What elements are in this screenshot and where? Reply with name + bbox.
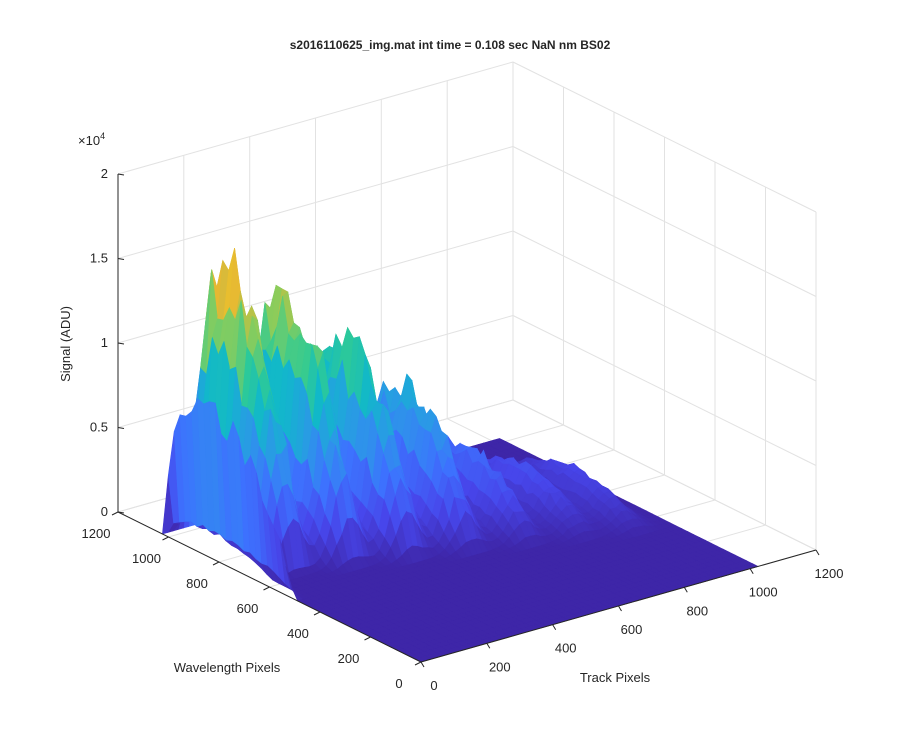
surface-mesh xyxy=(162,248,759,663)
z-tick-label: 0 xyxy=(101,504,108,519)
x-tick-mark xyxy=(618,605,622,612)
x-tick-label: 800 xyxy=(686,603,708,618)
z-exponent-multiplier: ×104 xyxy=(78,131,105,148)
side-wall-grid-line xyxy=(512,230,817,382)
y-tick-label: 1000 xyxy=(132,551,161,566)
z-tick-label: 1 xyxy=(101,335,108,350)
z-tick-label: 0.5 xyxy=(90,420,108,435)
y-tick-mark xyxy=(263,586,270,591)
x-tick-mark xyxy=(749,568,754,574)
chart-title: s2016110625_img.mat int time = 0.108 sec… xyxy=(290,38,611,52)
x-tick-mark xyxy=(420,661,425,668)
side-wall-grid-line xyxy=(512,61,817,213)
z-tick-label: 2 xyxy=(101,166,108,181)
y-tick-label: 1200 xyxy=(82,526,111,541)
z-tick-mark xyxy=(117,511,125,514)
x-tick-label: 600 xyxy=(621,622,643,637)
x-tick-label: 1200 xyxy=(815,566,844,581)
z-tick-mark xyxy=(117,427,125,429)
x-tick-mark xyxy=(552,624,557,630)
side-wall-grid-line xyxy=(512,146,817,297)
y-tick-mark xyxy=(162,536,169,541)
y-tick-mark xyxy=(111,511,119,516)
back-wall-grid-line xyxy=(117,230,514,344)
y-tick-label: 200 xyxy=(338,651,360,666)
z-tick-mark xyxy=(117,342,125,345)
x-axis-label: Track Pixels xyxy=(580,670,651,685)
z-exponent-text: 4 xyxy=(100,131,105,141)
z-tick-mark xyxy=(117,258,125,260)
y-axis-label: Wavelength Pixels xyxy=(174,660,281,675)
y-tick-mark xyxy=(364,636,371,641)
x-tick-label: 1000 xyxy=(749,585,778,600)
y-tick-label: 800 xyxy=(186,576,208,591)
x-tick-mark xyxy=(486,643,491,649)
back-wall-grid-line xyxy=(117,61,514,175)
x-tick-mark xyxy=(815,549,820,556)
back-wall-grid-line xyxy=(117,146,514,259)
x-tick-label: 0 xyxy=(430,678,437,693)
x-tick-label: 400 xyxy=(555,641,577,656)
tick-labels: 0200400600800100012000200400600800100012… xyxy=(82,166,844,693)
z-axis-label: Signal (ADU) xyxy=(58,306,73,382)
y-tick-mark xyxy=(313,611,321,616)
z-tick-mark xyxy=(117,173,125,176)
z-multiplier-text: ×10 xyxy=(78,133,100,148)
y-tick-label: 0 xyxy=(395,676,402,691)
x-tick-label: 200 xyxy=(489,659,511,674)
y-tick-mark xyxy=(414,661,422,666)
y-tick-label: 600 xyxy=(237,601,259,616)
x-tick-mark xyxy=(683,587,688,593)
y-tick-label: 400 xyxy=(287,626,309,641)
y-tick-mark xyxy=(212,561,220,566)
side-wall-grid-line xyxy=(512,315,817,466)
side-wall-grid-line xyxy=(512,399,817,551)
z-tick-label: 1.5 xyxy=(90,251,108,266)
